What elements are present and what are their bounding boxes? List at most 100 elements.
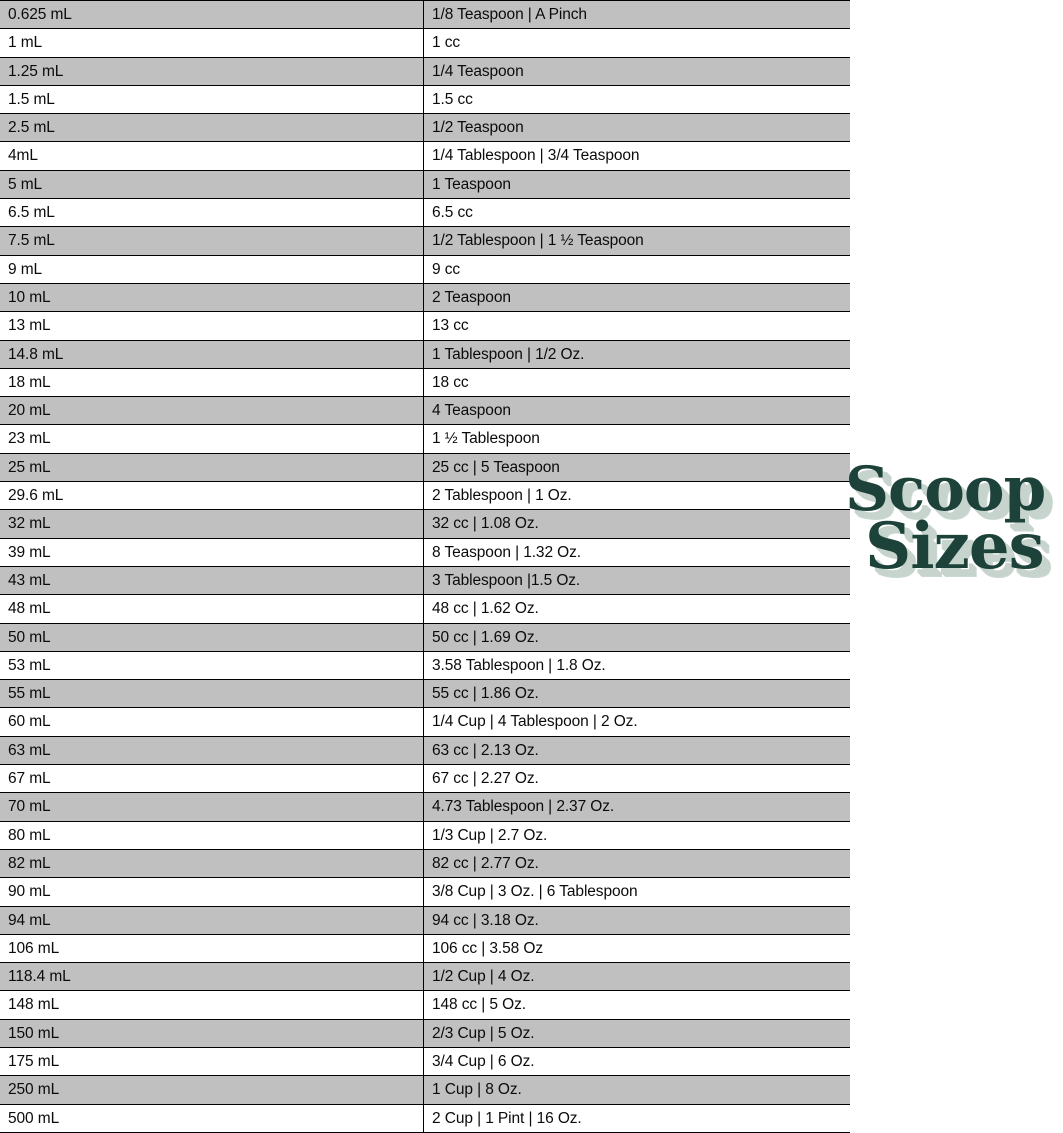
table-row: 32 mL 32 cc | 1.08 Oz.: [0, 509, 850, 539]
table-body: 0.625 mL 1/8 Teaspoon | A Pinch 1 mL 1 cc 1.…: [0, 0, 850, 1133]
cell-volume-ml: 13 mL: [0, 311, 424, 341]
cell-equivalent: 32 cc | 1.08 Oz.: [423, 509, 850, 539]
cell-volume-ml: 5 mL: [0, 169, 424, 200]
table-row: 148 mL 148 cc | 5 Oz.: [0, 990, 850, 1020]
table-row: 5 mL 1 Teaspoon: [0, 169, 850, 200]
table-row: 94 mL 94 cc | 3.18 Oz.: [0, 905, 850, 935]
table-row: 23 mL 1 ½ Tablespoon: [0, 424, 850, 454]
cell-equivalent: 82 cc | 2.77 Oz.: [423, 848, 850, 879]
table-row: 175 mL 3/4 Cup | 6 Oz.: [0, 1046, 850, 1077]
table-row: 2.5 mL 1/2 Teaspoon: [0, 113, 850, 143]
table-row: 20 mL 4 Teaspoon: [0, 396, 850, 426]
cell-volume-ml: 0.625 mL: [0, 0, 424, 30]
cell-volume-ml: 175 mL: [0, 1046, 424, 1077]
cell-equivalent: 3/4 Cup | 6 Oz.: [423, 1046, 850, 1077]
table-row: 250 mL 1 Cup | 8 Oz.: [0, 1075, 850, 1105]
table-row: 7.5 mL 1/2 Tablespoon | 1 ½ Teaspoon: [0, 226, 850, 256]
cell-equivalent: 55 cc | 1.86 Oz.: [423, 679, 850, 709]
cell-volume-ml: 14.8 mL: [0, 339, 424, 369]
cell-volume-ml: 50 mL: [0, 622, 424, 652]
cell-volume-ml: 80 mL: [0, 820, 424, 850]
table-row: 48 mL 48 cc | 1.62 Oz.: [0, 594, 850, 624]
table-row: 39 mL 8 Teaspoon | 1.32 Oz.: [0, 537, 850, 567]
table-row: 10 mL 2 Teaspoon: [0, 282, 850, 313]
brand-logo-line-scoop: Scoop: [845, 454, 1046, 525]
cell-equivalent: 2 Tablespoon | 1 Oz.: [423, 481, 850, 511]
cell-volume-ml: 48 mL: [0, 594, 424, 624]
table-row: 82 mL 82 cc | 2.77 Oz.: [0, 848, 850, 879]
cell-volume-ml: 9 mL: [0, 254, 424, 284]
cell-volume-ml: 250 mL: [0, 1075, 424, 1105]
cell-equivalent: 3.58 Tablespoon | 1.8 Oz.: [423, 650, 850, 681]
table-row: 4mL 1/4 Tablespoon | 3/4 Teaspoon: [0, 141, 850, 171]
table-row: 60 mL 1/4 Cup | 4 Tablespoon | 2 Oz.: [0, 707, 850, 737]
cell-volume-ml: 7.5 mL: [0, 226, 424, 256]
cell-equivalent: 1/2 Cup | 4 Oz.: [423, 962, 850, 992]
cell-equivalent: 1 Teaspoon: [423, 169, 850, 200]
table-row: 1.5 mL 1.5 cc: [0, 84, 850, 115]
table-row: 55 mL 55 cc | 1.86 Oz.: [0, 679, 850, 709]
cell-volume-ml: 150 mL: [0, 1018, 424, 1048]
cell-equivalent: 67 cc | 2.27 Oz.: [423, 764, 850, 794]
cell-equivalent: 1.5 cc: [423, 84, 850, 115]
cell-volume-ml: 23 mL: [0, 424, 424, 454]
table-row: 53 mL 3.58 Tablespoon | 1.8 Oz.: [0, 650, 850, 681]
cell-volume-ml: 20 mL: [0, 396, 424, 426]
cell-volume-ml: 32 mL: [0, 509, 424, 539]
table-row: 1.25 mL 1/4 Teaspoon: [0, 56, 850, 86]
cell-equivalent: 4.73 Tablespoon | 2.37 Oz.: [423, 792, 850, 822]
table-row: 80 mL 1/3 Cup | 2.7 Oz.: [0, 820, 850, 850]
cell-equivalent: 6.5 cc: [423, 198, 850, 228]
cell-equivalent: 148 cc | 5 Oz.: [423, 990, 850, 1020]
cell-volume-ml: 118.4 mL: [0, 962, 424, 992]
scoop-size-conversion-table: 0.625 mL 1/8 Teaspoon | A Pinch 1 mL 1 cc 1.…: [0, 0, 850, 1133]
cell-volume-ml: 1.5 mL: [0, 84, 424, 115]
table-row: 63 mL 63 cc | 2.13 Oz.: [0, 735, 850, 766]
table-row: 118.4 mL 1/2 Cup | 4 Oz.: [0, 962, 850, 992]
cell-equivalent: 3/8 Cup | 3 Oz. | 6 Tablespoon: [423, 877, 850, 907]
cell-volume-ml: 94 mL: [0, 905, 424, 935]
cell-equivalent: 4 Teaspoon: [423, 396, 850, 426]
table-row: 13 mL 13 cc: [0, 311, 850, 341]
cell-equivalent: 1/2 Teaspoon: [423, 113, 850, 143]
cell-volume-ml: 1 mL: [0, 28, 424, 58]
cell-equivalent: 2 Teaspoon: [423, 282, 850, 313]
cell-equivalent: 63 cc | 2.13 Oz.: [423, 735, 850, 766]
cell-volume-ml: 2.5 mL: [0, 113, 424, 143]
cell-equivalent: 1 ½ Tablespoon: [423, 424, 850, 454]
cell-volume-ml: 500 mL: [0, 1103, 424, 1133]
cell-equivalent: 3 Tablespoon |1.5 Oz.: [423, 565, 850, 596]
cell-volume-ml: 63 mL: [0, 735, 424, 766]
table-row: 70 mL 4.73 Tablespoon | 2.37 Oz.: [0, 792, 850, 822]
cell-equivalent: 106 cc | 3.58 Oz: [423, 933, 850, 964]
cell-volume-ml: 82 mL: [0, 848, 424, 879]
cell-equivalent: 94 cc | 3.18 Oz.: [423, 905, 850, 935]
brand-logo-line-sizes: Sizes: [865, 509, 1045, 585]
cell-equivalent: 1/3 Cup | 2.7 Oz.: [423, 820, 850, 850]
cell-equivalent: 2/3 Cup | 5 Oz.: [423, 1018, 850, 1048]
cell-volume-ml: 148 mL: [0, 990, 424, 1020]
cell-volume-ml: 70 mL: [0, 792, 424, 822]
cell-equivalent: 1/8 Teaspoon | A Pinch: [423, 0, 850, 30]
cell-volume-ml: 60 mL: [0, 707, 424, 737]
cell-equivalent: 1/2 Tablespoon | 1 ½ Teaspoon: [423, 226, 850, 256]
cell-volume-ml: 18 mL: [0, 367, 424, 398]
cell-volume-ml: 4mL: [0, 141, 424, 171]
table-row: 29.6 mL 2 Tablespoon | 1 Oz.: [0, 481, 850, 511]
cell-equivalent: 1/4 Cup | 4 Tablespoon | 2 Oz.: [423, 707, 850, 737]
brand-logo: Scoop Sizes: [845, 454, 1063, 602]
table-row: 50 mL 50 cc | 1.69 Oz.: [0, 622, 850, 652]
table-row: 14.8 mL 1 Tablespoon | 1/2 Oz.: [0, 339, 850, 369]
cell-volume-ml: 29.6 mL: [0, 481, 424, 511]
cell-volume-ml: 53 mL: [0, 650, 424, 681]
cell-volume-ml: 10 mL: [0, 282, 424, 313]
cell-equivalent: 25 cc | 5 Teaspoon: [423, 452, 850, 483]
table-row: 0.625 mL 1/8 Teaspoon | A Pinch: [0, 0, 850, 30]
cell-volume-ml: 67 mL: [0, 764, 424, 794]
cell-equivalent: 1 Cup | 8 Oz.: [423, 1075, 850, 1105]
cell-equivalent: 48 cc | 1.62 Oz.: [423, 594, 850, 624]
table-row: 9 mL 9 cc: [0, 254, 850, 284]
cell-volume-ml: 90 mL: [0, 877, 424, 907]
cell-equivalent: 18 cc: [423, 367, 850, 398]
cell-equivalent: 1/4 Teaspoon: [423, 56, 850, 86]
